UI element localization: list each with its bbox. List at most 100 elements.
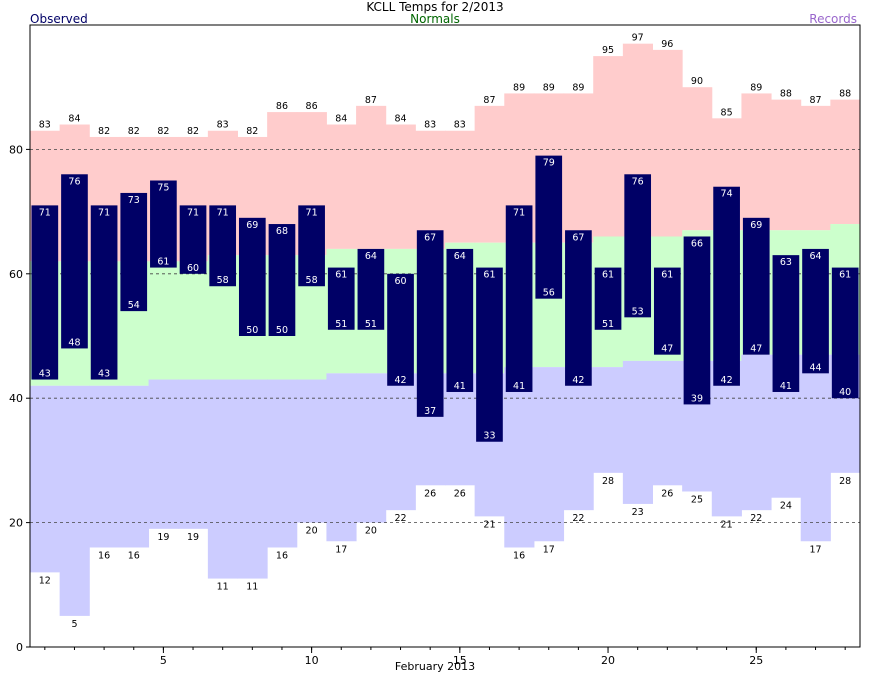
observed-low-label: 48 <box>68 337 80 348</box>
observed-bar <box>416 230 444 417</box>
record-low-band <box>593 367 624 473</box>
observed-low-label: 51 <box>335 319 347 330</box>
record-high-label: 82 <box>128 126 140 137</box>
observed-low-label: 53 <box>632 306 644 317</box>
record-high-band <box>563 93 594 243</box>
record-high-label: 84 <box>394 114 406 125</box>
observed-bar <box>387 273 414 386</box>
record-low-label: 21 <box>483 519 495 530</box>
record-high-label: 86 <box>276 101 288 112</box>
record-high-band <box>415 130 446 249</box>
observed-high-label: 61 <box>839 270 851 281</box>
record-low-label: 26 <box>454 488 466 499</box>
y-tick-label: 0 <box>16 641 23 654</box>
observed-low-label: 39 <box>691 393 703 404</box>
y-tick-label: 20 <box>9 517 23 530</box>
record-low-label: 20 <box>365 526 377 537</box>
observed-low-label: 50 <box>246 325 258 336</box>
y-tick-label: 40 <box>9 392 23 405</box>
observed-low-label: 42 <box>721 375 733 386</box>
observed-bar <box>120 192 148 312</box>
record-low-label: 11 <box>217 582 229 593</box>
record-high-label: 89 <box>750 82 762 93</box>
x-tick-label: 15 <box>453 654 467 667</box>
observed-high-label: 74 <box>721 189 733 200</box>
record-high-label: 89 <box>572 82 584 93</box>
record-high-label: 85 <box>721 107 733 118</box>
record-low-label: 17 <box>809 544 821 555</box>
record-low-band <box>148 379 179 529</box>
record-high-band <box>385 124 416 249</box>
observed-bar <box>238 217 266 336</box>
record-low-label: 11 <box>246 582 258 593</box>
record-high-label: 83 <box>39 120 51 131</box>
observed-high-label: 63 <box>780 257 792 268</box>
record-low-band <box>30 385 61 573</box>
observed-bar <box>298 205 325 287</box>
observed-bar <box>446 248 474 392</box>
record-low-band <box>711 360 742 517</box>
record-low-band <box>178 379 209 529</box>
record-high-band <box>593 56 624 237</box>
y-tick-label: 80 <box>9 143 23 156</box>
observed-bar <box>90 205 118 380</box>
record-low-label: 16 <box>513 550 525 561</box>
legend-observed: Observed <box>30 12 88 26</box>
record-high-label: 82 <box>157 126 169 137</box>
record-high-label: 83 <box>217 120 229 131</box>
observed-low-label: 47 <box>750 344 762 355</box>
record-high-label: 82 <box>187 126 199 137</box>
chart-title: KCLL Temps for 2/2013 <box>366 0 504 14</box>
observed-high-label: 75 <box>157 183 169 194</box>
observed-high-label: 64 <box>454 251 466 262</box>
record-low-label: 28 <box>839 476 851 487</box>
observed-bar <box>61 174 88 349</box>
record-low-band <box>207 379 238 579</box>
observed-bar <box>357 248 385 330</box>
observed-low-label: 51 <box>365 319 377 330</box>
record-high-label: 87 <box>483 95 495 106</box>
record-low-band <box>533 367 565 542</box>
record-low-band <box>445 373 476 486</box>
plot-frame <box>29 24 861 648</box>
observed-low-label: 43 <box>39 369 51 380</box>
record-high-label: 89 <box>513 82 525 93</box>
observed-low-label: 41 <box>454 381 466 392</box>
observed-bar <box>179 205 207 274</box>
observed-high-label: 69 <box>246 220 258 231</box>
observed-high-label: 69 <box>750 220 762 231</box>
record-low-label: 26 <box>661 488 673 499</box>
observed-high-label: 67 <box>572 232 584 243</box>
record-low-label: 25 <box>691 495 703 506</box>
observed-high-label: 66 <box>691 238 703 249</box>
record-low-band <box>267 379 298 548</box>
observed-bar <box>476 267 503 442</box>
observed-bar <box>31 205 59 380</box>
record-high-label: 90 <box>691 76 703 87</box>
observed-bar <box>713 186 740 386</box>
observed-high-label: 71 <box>98 207 110 218</box>
observed-high-label: 79 <box>543 158 555 169</box>
observed-bar <box>772 255 800 392</box>
observed-low-label: 33 <box>483 431 495 442</box>
observed-bar <box>653 267 681 355</box>
observed-bar <box>831 267 859 399</box>
record-low-band <box>326 373 357 542</box>
x-tick-label: 25 <box>749 654 763 667</box>
observed-low-label: 41 <box>513 381 525 392</box>
record-high-band <box>741 93 772 231</box>
record-high-label: 89 <box>543 82 555 93</box>
observed-low-label: 54 <box>128 300 140 311</box>
observed-high-label: 64 <box>365 251 377 262</box>
record-high-band <box>326 124 357 249</box>
record-low-band <box>89 385 120 548</box>
record-high-label: 87 <box>809 95 821 106</box>
record-high-label: 97 <box>632 33 644 44</box>
observed-high-label: 67 <box>424 232 436 243</box>
observed-low-label: 58 <box>306 275 318 286</box>
record-low-label: 28 <box>602 476 614 487</box>
observed-bar <box>268 224 296 336</box>
record-high-label: 96 <box>661 39 673 50</box>
record-high-label: 82 <box>246 126 258 137</box>
observed-low-label: 58 <box>217 275 229 286</box>
